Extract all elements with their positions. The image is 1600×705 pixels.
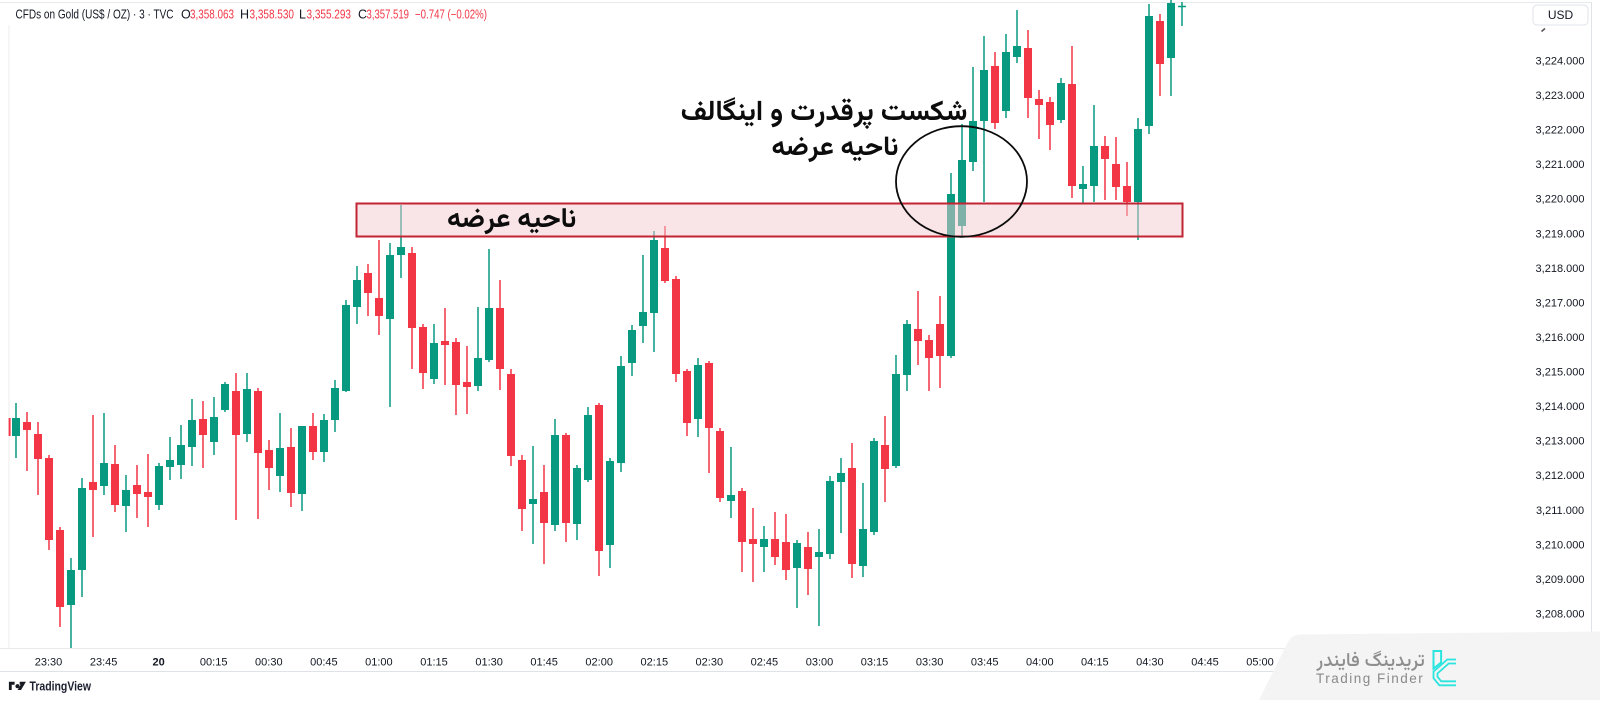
svg-text:L: L: [299, 8, 306, 22]
svg-text:−0.747 (−0.02%): −0.747 (−0.02%): [415, 8, 487, 22]
svg-text:03:30: 03:30: [916, 657, 944, 669]
svg-text:03:00: 03:00: [806, 657, 834, 669]
svg-text:3,219.000: 3,219.000: [1536, 228, 1585, 240]
svg-text:03:45: 03:45: [971, 657, 999, 669]
svg-text:05:00: 05:00: [1246, 657, 1274, 669]
svg-text:3,224.000: 3,224.000: [1536, 56, 1585, 68]
svg-text:01:15: 01:15: [420, 657, 448, 669]
svg-text:CFDs on Gold (US$ / OZ) · 3 ·: CFDs on Gold (US$ / OZ) · 3 · TVC: [16, 8, 174, 22]
svg-text:3,208.000: 3,208.000: [1536, 609, 1585, 621]
svg-text:3,216.000: 3,216.000: [1536, 332, 1585, 344]
svg-text:3,214.000: 3,214.000: [1536, 401, 1585, 413]
svg-text:3,222.000: 3,222.000: [1536, 125, 1585, 137]
svg-text:00:15: 00:15: [200, 657, 228, 669]
svg-text:3,221.000: 3,221.000: [1536, 159, 1585, 171]
svg-text:04:30: 04:30: [1136, 657, 1164, 669]
svg-text:02:00: 02:00: [585, 657, 613, 669]
svg-text:Trading Finder: Trading Finder: [1316, 671, 1424, 686]
svg-text:01:00: 01:00: [365, 657, 393, 669]
svg-text:02:30: 02:30: [696, 657, 724, 669]
svg-text:04:45: 04:45: [1191, 657, 1219, 669]
svg-text:3,220.000: 3,220.000: [1536, 194, 1585, 206]
svg-text:USD: USD: [1548, 8, 1574, 22]
svg-text:3,212.000: 3,212.000: [1536, 470, 1585, 482]
svg-text:03:15: 03:15: [861, 657, 889, 669]
svg-text:3,358.063: 3,358.063: [190, 8, 234, 22]
svg-text:3,357.519: 3,357.519: [367, 8, 410, 22]
svg-text:00:30: 00:30: [255, 657, 283, 669]
svg-text:3,209.000: 3,209.000: [1536, 574, 1585, 586]
svg-text:3,355.293: 3,355.293: [307, 8, 352, 22]
svg-text:C: C: [358, 8, 367, 22]
svg-text:O: O: [181, 8, 191, 22]
svg-text:3,223.000: 3,223.000: [1536, 90, 1585, 102]
svg-text:3,358.530: 3,358.530: [250, 8, 295, 22]
svg-text:23:45: 23:45: [90, 657, 118, 669]
svg-text:02:15: 02:15: [641, 657, 669, 669]
svg-text:H: H: [240, 8, 249, 22]
svg-text:04:15: 04:15: [1081, 657, 1109, 669]
svg-text:3,215.000: 3,215.000: [1536, 367, 1585, 379]
svg-text:3,217.000: 3,217.000: [1536, 297, 1585, 309]
svg-text:TradingView: TradingView: [30, 680, 92, 694]
svg-text:23:30: 23:30: [35, 657, 63, 669]
svg-text:3,210.000: 3,210.000: [1536, 539, 1585, 551]
svg-text:3,213.000: 3,213.000: [1536, 436, 1585, 448]
svg-text:20: 20: [152, 657, 164, 669]
svg-text:01:45: 01:45: [530, 657, 558, 669]
svg-text:3,218.000: 3,218.000: [1536, 263, 1585, 275]
svg-text:3,211.000: 3,211.000: [1536, 505, 1584, 517]
svg-text:02:45: 02:45: [751, 657, 779, 669]
svg-text:01:30: 01:30: [475, 657, 503, 669]
svg-text:00:45: 00:45: [310, 657, 338, 669]
svg-text:04:00: 04:00: [1026, 657, 1054, 669]
